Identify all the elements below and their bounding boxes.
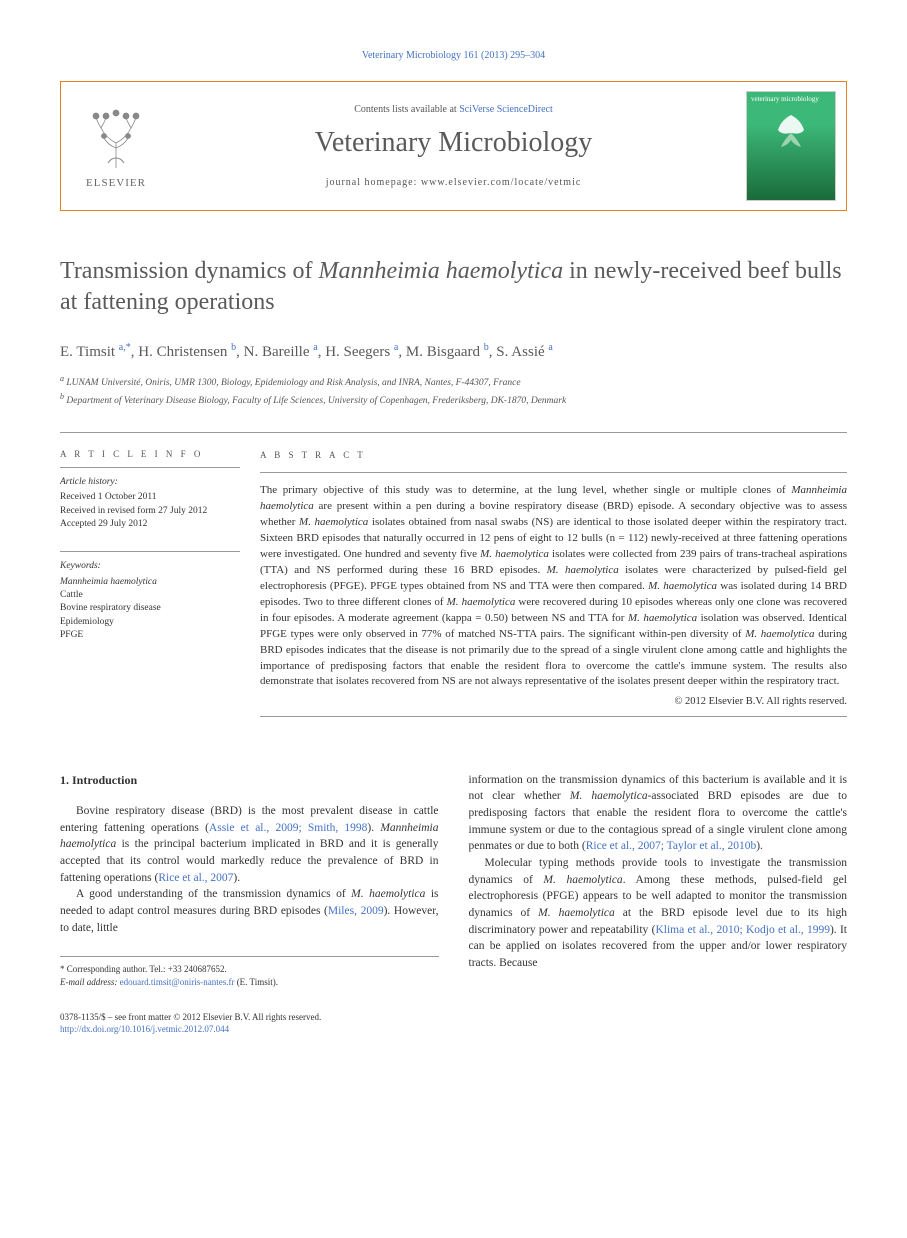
abstract-column: A B S T R A C T The primary objective of… bbox=[260, 449, 847, 716]
column-left: 1. Introduction Bovine respiratory disea… bbox=[60, 772, 439, 1036]
elsevier-logo: ELSEVIER bbox=[61, 81, 171, 211]
authors-line: E. Timsit a,*, H. Christensen b, N. Bare… bbox=[60, 342, 847, 361]
col2-para-1: information on the transmission dynamics… bbox=[469, 772, 848, 855]
section-title: Introduction bbox=[72, 773, 137, 787]
col2-para-2: Molecular typing methods provide tools t… bbox=[469, 855, 848, 972]
col1-para-2: A good understanding of the transmission… bbox=[60, 886, 439, 936]
section-number: 1. bbox=[60, 773, 69, 787]
journal-cover-thumbnail: veterinary microbiology bbox=[746, 91, 836, 201]
keyword-5: PFGE bbox=[60, 629, 240, 642]
keyword-4: Epidemiology bbox=[60, 616, 240, 629]
abstract-copyright: © 2012 Elsevier B.V. All rights reserved… bbox=[260, 694, 847, 709]
email-suffix: (E. Timsit). bbox=[234, 977, 278, 987]
column-right: information on the transmission dynamics… bbox=[469, 772, 848, 1036]
issn-copyright-line: 0378-1135/$ – see front matter © 2012 El… bbox=[60, 1011, 439, 1024]
doi-link[interactable]: http://dx.doi.org/10.1016/j.vetmic.2012.… bbox=[60, 1024, 229, 1034]
article-history-block: Article history: Received 1 October 2011… bbox=[60, 476, 240, 531]
cover-bird-icon bbox=[766, 105, 816, 155]
running-header: Veterinary Microbiology 161 (2013) 295–3… bbox=[60, 50, 847, 61]
body-two-column: 1. Introduction Bovine respiratory disea… bbox=[60, 772, 847, 1036]
affiliations: a LUNAM Université, Oniris, UMR 1300, Bi… bbox=[60, 373, 847, 408]
history-revised: Received in revised form 27 July 2012 bbox=[60, 505, 240, 518]
keyword-3: Bovine respiratory disease bbox=[60, 602, 240, 615]
corr-email-link[interactable]: edouard.timsit@oniris-nantes.fr bbox=[120, 977, 235, 987]
corr-email-line: E-mail address: edouard.timsit@oniris-na… bbox=[60, 976, 439, 989]
journal-homepage-line: journal homepage: www.elsevier.com/locat… bbox=[191, 177, 716, 188]
history-received: Received 1 October 2011 bbox=[60, 491, 240, 504]
article-info-column: A R T I C L E I N F O Article history: R… bbox=[60, 449, 260, 716]
article-title: Transmission dynamics of Mannheimia haem… bbox=[60, 256, 847, 318]
history-accepted: Accepted 29 July 2012 bbox=[60, 518, 240, 531]
elsevier-tree-icon bbox=[86, 103, 146, 173]
section-heading: 1. Introduction bbox=[60, 772, 439, 789]
footer-block: 0378-1135/$ – see front matter © 2012 El… bbox=[60, 1011, 439, 1036]
keywords-label: Keywords: bbox=[60, 560, 240, 573]
keyword-2: Cattle bbox=[60, 589, 240, 602]
abstract-text: The primary objective of this study was … bbox=[260, 483, 847, 690]
title-pre: Transmission dynamics of bbox=[60, 258, 318, 284]
journal-header-box: ELSEVIER Contents lists available at Sci… bbox=[60, 81, 847, 211]
affiliation-b: b Department of Veterinary Disease Biolo… bbox=[60, 391, 847, 408]
homepage-url[interactable]: www.elsevier.com/locate/vetmic bbox=[421, 177, 581, 188]
contents-available-line: Contents lists available at SciVerse Sci… bbox=[191, 104, 716, 115]
journal-name: Veterinary Microbiology bbox=[191, 127, 716, 159]
sciencedirect-link[interactable]: SciVerse ScienceDirect bbox=[459, 104, 553, 115]
elsevier-label: ELSEVIER bbox=[86, 177, 146, 189]
corr-author-line: * Corresponding author. Tel.: +33 240687… bbox=[60, 963, 439, 976]
corresponding-author-footnote: * Corresponding author. Tel.: +33 240687… bbox=[60, 956, 439, 988]
abstract-heading: A B S T R A C T bbox=[260, 449, 847, 462]
title-species: Mannheimia haemolytica bbox=[318, 258, 563, 284]
affiliation-a: a LUNAM Université, Oniris, UMR 1300, Bi… bbox=[60, 373, 847, 390]
email-label: E-mail address: bbox=[60, 977, 120, 987]
article-info-heading: A R T I C L E I N F O bbox=[60, 449, 240, 459]
keyword-1: Mannheimia haemolytica bbox=[60, 576, 240, 589]
col1-para-1: Bovine respiratory disease (BRD) is the … bbox=[60, 803, 439, 886]
homepage-label: journal homepage: bbox=[326, 177, 421, 188]
divider-top bbox=[60, 432, 847, 433]
keywords-block: Keywords: Mannheimia haemolytica Cattle … bbox=[60, 560, 240, 642]
header-center: Contents lists available at SciVerse Sci… bbox=[171, 94, 736, 198]
history-label: Article history: bbox=[60, 476, 240, 489]
contents-text: Contents lists available at bbox=[354, 104, 459, 115]
